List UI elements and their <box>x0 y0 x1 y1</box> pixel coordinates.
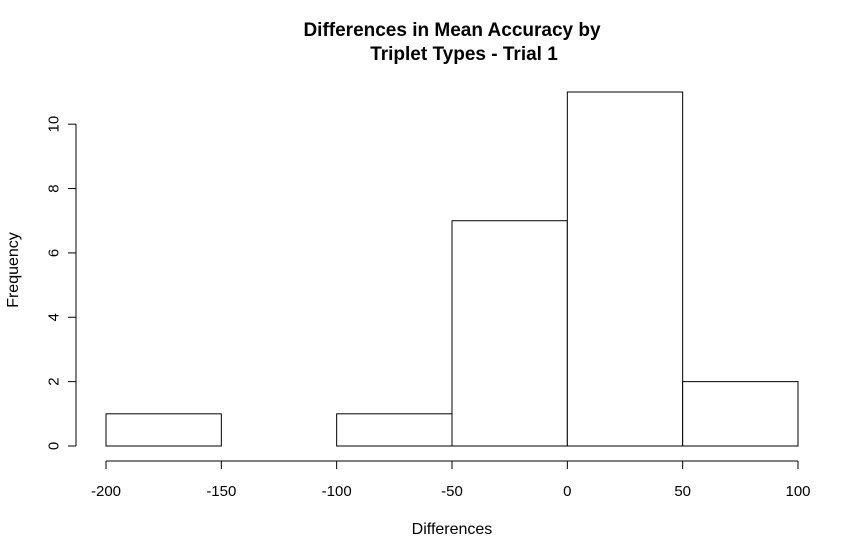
y-tick-label-3: 6 <box>46 249 63 257</box>
histogram-bar-2 <box>336 413 453 447</box>
x-tick-label-3: -50 <box>441 483 463 500</box>
y-tick-label-1: 2 <box>46 377 63 385</box>
x-tick-label-1: -150 <box>206 483 236 500</box>
x-tick-label-4: 0 <box>563 483 571 500</box>
y-tick-label-4: 8 <box>46 184 63 192</box>
histogram-bar-5 <box>682 381 799 447</box>
chart-title-line-1: Differences in Mean Accuracy by <box>303 20 601 41</box>
y-tick-label-0: 0 <box>46 442 63 450</box>
histogram-bar-4 <box>566 91 684 447</box>
y-tick-label-5: 10 <box>46 116 63 133</box>
histogram-bar-0 <box>105 413 222 447</box>
x-axis: -200 -150 -100 -50 0 50 100 <box>91 460 811 500</box>
chart-title-line-2: Triplet Types - Trial 1 <box>370 44 558 65</box>
y-axis: 0 2 4 6 8 10 <box>46 116 77 450</box>
y-tick-label-2: 4 <box>46 313 63 321</box>
bars-group <box>105 91 799 447</box>
x-tick-label-2: -100 <box>322 483 352 500</box>
x-tick-label-5: 50 <box>674 483 691 500</box>
x-tick-label-0: -200 <box>91 483 121 500</box>
x-axis-label: Differences <box>412 521 493 538</box>
y-axis-label: Frequency <box>5 232 22 308</box>
x-tick-label-6: 100 <box>785 483 810 500</box>
histogram-bar-3 <box>451 220 568 447</box>
